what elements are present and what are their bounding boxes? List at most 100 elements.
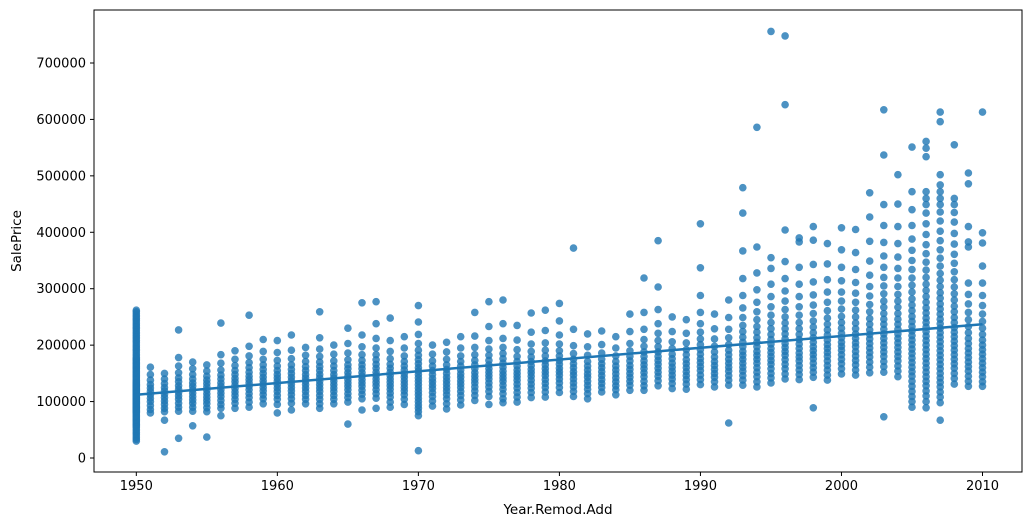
scatter-point bbox=[372, 344, 380, 352]
scatter-point bbox=[640, 386, 648, 395]
scatter-point bbox=[950, 200, 959, 209]
scatter-point bbox=[442, 348, 451, 356]
scatter-point bbox=[287, 406, 296, 414]
scatter-point bbox=[936, 276, 944, 285]
scatter-point bbox=[950, 275, 959, 284]
scatter-point bbox=[837, 263, 846, 272]
scatter-point bbox=[583, 343, 592, 351]
scatter-point bbox=[908, 265, 916, 274]
scatter-point bbox=[753, 383, 761, 391]
scatter-point bbox=[555, 317, 564, 325]
scatter-point bbox=[273, 409, 282, 417]
scatter-point bbox=[936, 236, 944, 245]
scatter-point bbox=[696, 380, 705, 389]
scatter-point bbox=[301, 400, 310, 408]
scatter-point bbox=[513, 345, 521, 354]
y-tick-label: 200000 bbox=[36, 339, 86, 354]
scatter-point bbox=[908, 301, 916, 309]
scatter-point bbox=[936, 288, 944, 297]
scatter-point bbox=[386, 314, 395, 322]
scatter-point bbox=[936, 262, 944, 270]
scatter-point bbox=[865, 369, 874, 377]
scatter-point bbox=[978, 324, 987, 333]
scatter-point bbox=[597, 327, 606, 335]
scatter-point bbox=[231, 404, 239, 413]
scatter-point bbox=[160, 448, 169, 456]
scatter-point bbox=[188, 365, 197, 373]
scatter-point bbox=[964, 308, 973, 317]
y-tick-label: 600000 bbox=[36, 113, 86, 128]
scatter-point bbox=[922, 298, 930, 307]
scatter-point bbox=[696, 335, 705, 343]
scatter-point bbox=[936, 170, 944, 179]
y-tick-label: 500000 bbox=[36, 169, 86, 184]
scatter-point bbox=[569, 325, 578, 334]
scatter-point bbox=[146, 363, 155, 372]
scatter-point bbox=[626, 310, 634, 318]
scatter-point bbox=[471, 308, 479, 317]
scatter-point bbox=[569, 341, 578, 350]
scatter-point bbox=[541, 339, 550, 347]
scatter-point bbox=[146, 370, 155, 379]
scatter-point bbox=[315, 404, 324, 413]
scatter-point bbox=[880, 106, 888, 114]
scatter-point bbox=[499, 296, 507, 304]
scatter-point bbox=[386, 336, 395, 345]
scatter-point bbox=[400, 332, 409, 341]
scatter-point bbox=[456, 332, 465, 341]
scatter-point bbox=[809, 317, 818, 325]
scatter-point bbox=[823, 239, 832, 248]
scatter-point bbox=[894, 239, 902, 248]
scatter-point bbox=[950, 380, 959, 388]
scatter-point bbox=[724, 381, 733, 390]
scatter-point bbox=[908, 288, 916, 296]
scatter-point bbox=[414, 330, 423, 339]
scatter-point bbox=[471, 343, 479, 352]
scatter-point bbox=[767, 311, 775, 320]
scatter-point bbox=[739, 313, 747, 322]
scatter-point bbox=[527, 347, 535, 356]
scatter-point bbox=[936, 398, 944, 407]
scatter-point bbox=[865, 308, 874, 316]
scatter-point bbox=[259, 347, 268, 356]
scatter-point bbox=[922, 286, 930, 295]
scatter-point bbox=[865, 237, 874, 246]
scatter-point bbox=[132, 437, 141, 445]
scatter-point bbox=[964, 243, 973, 251]
scatter-point bbox=[386, 347, 395, 356]
scatter-point bbox=[837, 370, 846, 378]
scatter-point bbox=[499, 343, 507, 352]
scatter-point bbox=[654, 283, 662, 291]
scatter-point bbox=[358, 406, 366, 414]
scatter-point bbox=[809, 222, 818, 231]
scatter-point bbox=[682, 315, 691, 324]
scatter-point bbox=[936, 393, 944, 401]
scatter-point bbox=[358, 299, 366, 307]
scatter-point bbox=[809, 309, 818, 318]
scatter-point bbox=[668, 338, 676, 346]
scatter-point bbox=[781, 100, 789, 109]
scatter-point bbox=[400, 352, 409, 360]
scatter-point bbox=[978, 108, 987, 116]
scatter-point bbox=[795, 303, 803, 311]
scatter-point bbox=[894, 309, 902, 318]
scatter-point bbox=[654, 382, 662, 390]
scatter-point bbox=[160, 369, 169, 378]
x-tick-label: 2010 bbox=[966, 479, 999, 494]
scatter-point bbox=[936, 416, 944, 425]
x-tick-label: 1970 bbox=[402, 479, 435, 494]
x-tick-label: 1990 bbox=[684, 479, 717, 494]
scatter-point bbox=[753, 315, 761, 324]
scatter-point bbox=[668, 327, 676, 336]
scatter-point bbox=[739, 381, 747, 390]
scatter-point bbox=[936, 194, 944, 203]
scatter-point bbox=[894, 253, 902, 261]
scatter-point bbox=[978, 330, 987, 339]
scatter-point bbox=[964, 382, 973, 391]
scatter-point bbox=[809, 291, 818, 299]
scatter-point bbox=[541, 326, 550, 335]
scatter-point bbox=[555, 340, 564, 348]
scatter-point bbox=[936, 246, 944, 254]
scatter-point bbox=[964, 180, 973, 188]
scatter-point bbox=[640, 335, 648, 344]
